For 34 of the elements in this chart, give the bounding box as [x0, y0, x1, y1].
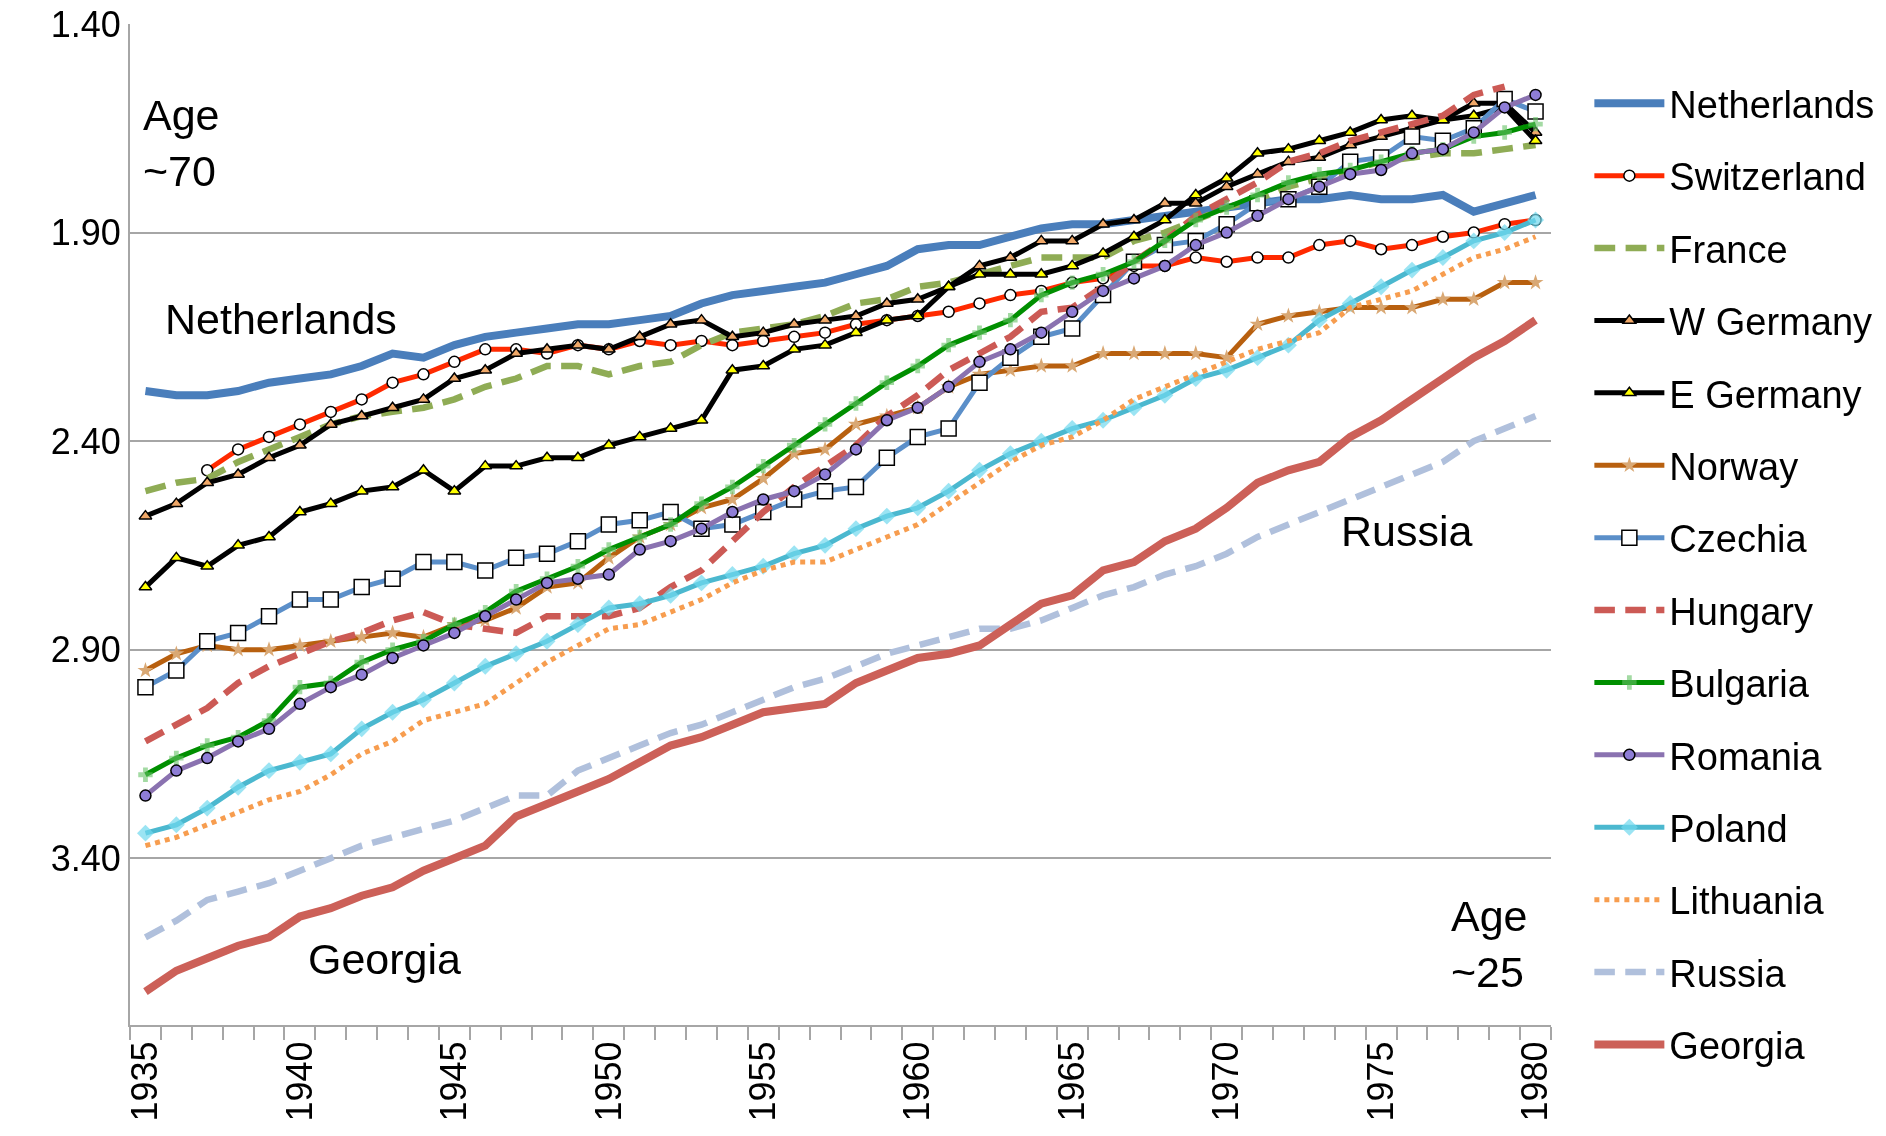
x-tick-label: 1965: [1050, 1041, 1092, 1122]
annotation: Russia: [1341, 507, 1473, 555]
x-tick-label: 1945: [433, 1041, 475, 1122]
annotation: Georgia: [308, 935, 462, 983]
x-tick-label: 1960: [896, 1041, 938, 1122]
legend-label: Czechia: [1669, 518, 1808, 561]
legend-label: E Germany: [1669, 373, 1862, 416]
y-tick-label: 1.90: [50, 212, 121, 254]
legend-label: Switzerland: [1669, 156, 1866, 199]
y-tick-label: 2.40: [50, 420, 121, 462]
x-tick-label: 1955: [741, 1041, 783, 1122]
legend-label: W Germany: [1669, 301, 1873, 344]
legend-label: Norway: [1669, 446, 1799, 489]
annotation: Netherlands: [165, 295, 397, 343]
legend-label: France: [1669, 228, 1788, 271]
x-tick-label: 1970: [1205, 1041, 1247, 1122]
x-tick-label: 1975: [1359, 1041, 1401, 1122]
legend-label: Russia: [1669, 952, 1787, 995]
x-tick-label: 1980: [1514, 1041, 1556, 1122]
x-tick-label: 1940: [278, 1041, 320, 1122]
legend-label: Poland: [1669, 808, 1788, 851]
annotation: Age ~25: [1451, 892, 1528, 996]
y-tick-label: 2.90: [50, 629, 121, 671]
y-tick-label: 1.40: [50, 3, 121, 45]
x-tick-label: 1935: [124, 1041, 166, 1122]
legend-label: Hungary: [1669, 590, 1814, 633]
legend-label: Bulgaria: [1669, 663, 1810, 706]
legend-label: Romania: [1669, 735, 1823, 778]
legend-label: Georgia: [1669, 1025, 1806, 1068]
x-tick-label: 1950: [587, 1041, 629, 1122]
legend-label: Lithuania: [1669, 880, 1825, 923]
y-tick-label: 3.40: [50, 837, 121, 879]
annotation: Age ~70: [143, 91, 220, 195]
legend-label: Netherlands: [1669, 84, 1875, 127]
